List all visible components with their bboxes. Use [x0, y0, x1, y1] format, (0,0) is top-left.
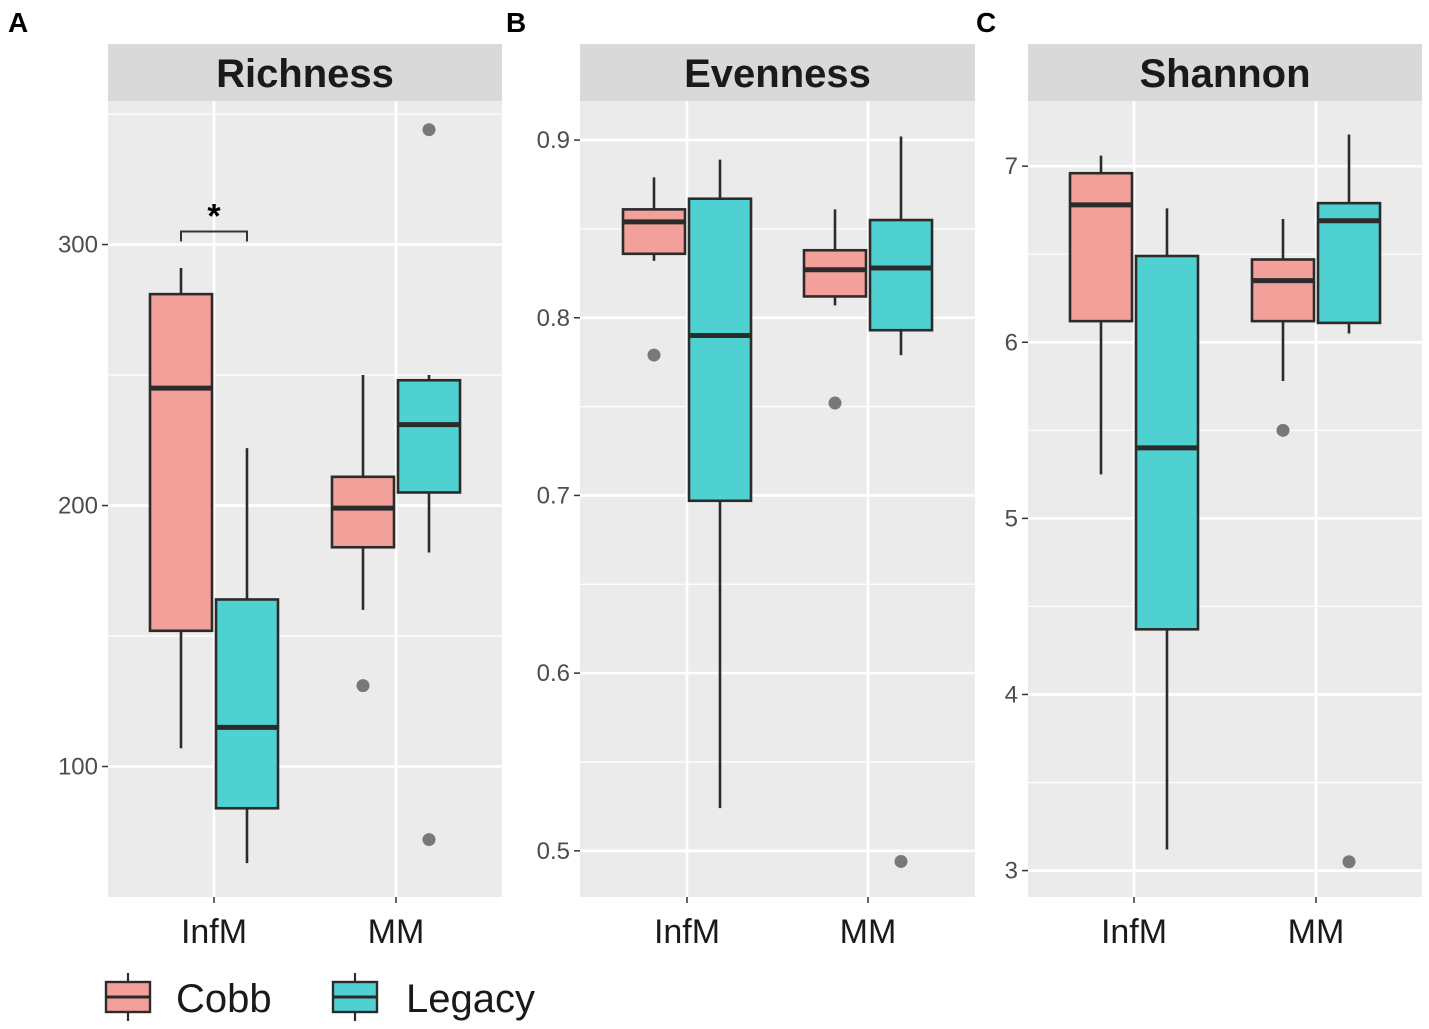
box-body — [396, 378, 462, 494]
ytick-label: 0.7 — [537, 482, 570, 509]
outlier-point — [828, 396, 842, 410]
panel-title: Evenness — [684, 52, 871, 96]
outlier-point — [647, 348, 661, 362]
outlier-point — [894, 854, 908, 868]
ytick-label: 100 — [58, 754, 98, 781]
box-cobb-mm — [1250, 218, 1316, 437]
box-cobb-infm — [621, 177, 687, 362]
ytick-label: 0.9 — [537, 127, 570, 154]
box-cobb-infm — [1068, 155, 1134, 475]
panel-letter: C — [976, 7, 996, 38]
box-body — [1068, 171, 1134, 323]
ytick-label: 5 — [1005, 505, 1018, 532]
xtick-label: InfM — [1101, 913, 1167, 951]
legend-label: Cobb — [176, 977, 272, 1021]
ytick-label: 300 — [58, 232, 98, 259]
legend-label: Legacy — [406, 977, 535, 1021]
outlier-point — [1342, 855, 1356, 869]
panel-richness: A 100 200 300 Richness InfM MM * — [8, 7, 502, 951]
outlier-point — [356, 679, 370, 693]
box-body — [687, 197, 753, 503]
xtick-label: InfM — [654, 913, 720, 951]
ytick-label: 3 — [1005, 858, 1018, 885]
legend-item-legacy: Legacy — [331, 973, 535, 1021]
ytick-label: 4 — [1005, 681, 1018, 708]
xtick-label: MM — [368, 913, 425, 951]
ytick-label: 7 — [1005, 153, 1018, 180]
box-legacy-mm — [1316, 134, 1382, 869]
box-cobb-infm — [148, 268, 214, 749]
significance-bracket — [180, 230, 248, 242]
ytick-label: 200 — [58, 493, 98, 520]
ytick-label: 0.6 — [537, 660, 570, 687]
ytick-label: 0.8 — [537, 305, 570, 332]
box-body — [1250, 258, 1316, 323]
box-body — [330, 475, 396, 549]
box-legacy-infm — [687, 159, 753, 809]
legend: Cobb Legacy — [104, 973, 535, 1021]
xtick-label: MM — [1288, 913, 1345, 951]
xtick-label: InfM — [181, 913, 247, 951]
panel-shannon: C 3 4 5 6 7 Shannon InfM MM — [976, 7, 1422, 951]
box-legacy-mm — [868, 136, 934, 868]
box-legacy-infm — [214, 448, 280, 864]
panel-letter: B — [506, 7, 526, 38]
outlier-point — [422, 833, 436, 847]
panel-title: Shannon — [1139, 52, 1310, 96]
panel-evenness: B 0.5 0.6 0.7 0.8 0.9 Evenness InfM MM — [506, 7, 975, 951]
strip-background — [108, 44, 502, 101]
outlier-point — [422, 123, 436, 137]
xtick-label: MM — [840, 913, 897, 951]
panel-letter: A — [8, 7, 28, 38]
box-body — [621, 208, 687, 256]
ytick-label: 0.5 — [537, 838, 570, 865]
panel-title: Richness — [216, 52, 394, 96]
significance-label: * — [207, 197, 221, 235]
box-cobb-mm — [330, 375, 396, 693]
box-body — [148, 292, 214, 633]
strip-background — [1028, 44, 1422, 101]
box-body — [868, 218, 934, 332]
box-body — [214, 598, 280, 810]
box-legacy-infm — [1134, 208, 1200, 850]
box-body — [1134, 254, 1200, 631]
box-cobb-mm — [802, 209, 868, 410]
ytick-label: 6 — [1005, 329, 1018, 356]
outlier-point — [1276, 423, 1290, 437]
box-legacy-mm — [396, 123, 462, 847]
strip-background — [580, 44, 975, 101]
legend-item-cobb: Cobb — [104, 973, 272, 1021]
box-body — [802, 248, 868, 298]
